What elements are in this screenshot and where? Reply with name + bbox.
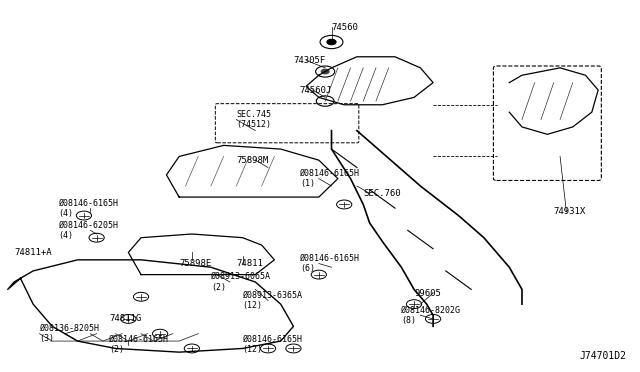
Text: J74701D2: J74701D2	[579, 351, 626, 361]
Text: Ø08146-6165H
(12): Ø08146-6165H (12)	[243, 335, 303, 355]
Text: 74305F: 74305F	[293, 56, 326, 65]
Text: SEC.760: SEC.760	[364, 189, 401, 198]
Text: Ø08146-6165H
(6): Ø08146-6165H (6)	[300, 254, 360, 273]
Circle shape	[321, 69, 329, 74]
Text: Ø08146-6165H
(4): Ø08146-6165H (4)	[58, 198, 118, 218]
Text: 74560: 74560	[332, 23, 358, 32]
Text: 75898E: 75898E	[179, 259, 211, 268]
Text: 74811+A: 74811+A	[14, 248, 52, 257]
Text: Ø08136-8205H
(3): Ø08136-8205H (3)	[40, 324, 99, 343]
Text: Ø08913-6365A
(12): Ø08913-6365A (12)	[243, 291, 303, 310]
Text: 74811: 74811	[236, 259, 263, 268]
Text: 75898M: 75898M	[236, 155, 269, 165]
Text: Ø08146-8202G
(8): Ø08146-8202G (8)	[401, 305, 461, 325]
Text: 74811G: 74811G	[109, 314, 141, 323]
Text: SEC.745
(74512): SEC.745 (74512)	[236, 110, 271, 129]
Text: 74931X: 74931X	[554, 207, 586, 217]
Circle shape	[327, 39, 336, 45]
Text: 99605: 99605	[414, 289, 441, 298]
Text: Ø08146-6165H
(2): Ø08146-6165H (2)	[109, 335, 170, 355]
Text: Ø08146-6205H
(4): Ø08146-6205H (4)	[58, 221, 118, 240]
Text: Ø08146-6165H
(1): Ø08146-6165H (1)	[300, 169, 360, 188]
Text: Ø08913-6065A
(2): Ø08913-6065A (2)	[211, 272, 271, 292]
Text: 74560J: 74560J	[300, 86, 332, 94]
